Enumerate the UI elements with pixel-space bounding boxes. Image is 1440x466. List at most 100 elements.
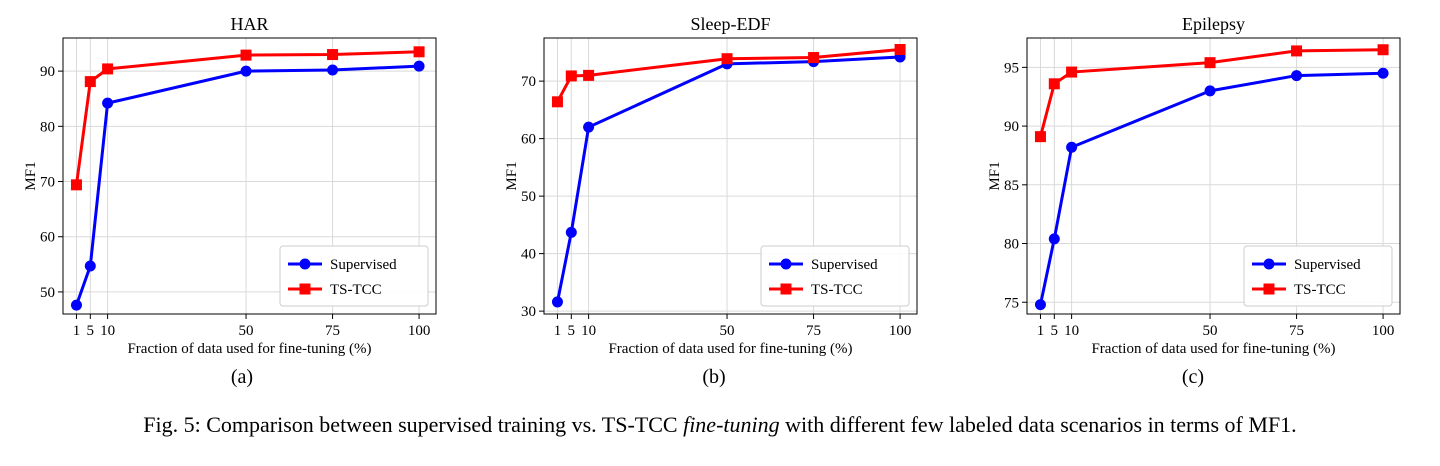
chart-1-xtick-label-5: 100 — [408, 323, 431, 339]
chart-2-series-1-line — [555, 55, 901, 303]
chart-2-ylabel: MF1 — [504, 161, 520, 190]
chart-3-series-2-point-3 — [1204, 57, 1216, 69]
chart-2-xtick-label-4: 75 — [806, 323, 821, 339]
chart-1-series-1-point-5 — [413, 60, 425, 72]
chart-2-series-2-point-0 — [551, 96, 563, 108]
chart-1-series-1-point-0 — [70, 299, 82, 311]
chart-1-series-1-point-4 — [327, 64, 339, 76]
chart-3-series-1-line — [1038, 71, 1384, 305]
chart-1-title: HAR — [230, 14, 268, 34]
chart-3-title: Epilepsy — [1182, 14, 1245, 34]
chart-1-ytick-label-3: 80 — [40, 119, 55, 135]
chart-2-legend-label-2: TS-TCC — [811, 282, 863, 298]
chart-1-series-2-point-4 — [327, 49, 339, 61]
chart-1-legend-label-2: TS-TCC — [330, 282, 382, 298]
chart-2-series-2-point-5 — [894, 44, 906, 55]
caption-prefix: Fig. 5: Comparison between supervised tr… — [143, 412, 684, 437]
chart-1-legend-label-1: Supervised — [330, 257, 397, 273]
chart-2-series-2-point-3 — [721, 53, 733, 65]
chart-1-legend-marker-2 — [299, 283, 311, 295]
chart-3-legend-box — [1243, 245, 1393, 307]
figure-caption: Fig. 5: Comparison between supervised tr… — [0, 412, 1440, 438]
chart-3-series-2-point-5 — [1377, 44, 1389, 56]
chart-1-xtick-label-3: 50 — [239, 323, 254, 339]
chart-3-ytick-label-4: 95 — [1004, 60, 1019, 76]
chart-3-xtick-label-1: 5 — [1051, 323, 1059, 339]
subcaption-c: (c) — [1181, 366, 1205, 388]
chart-1-ytick-label-2: 70 — [40, 175, 55, 191]
chart-2-xtick-label-5: 100 — [889, 323, 912, 339]
chart-3-series-2-point-2 — [1066, 66, 1078, 78]
chart-2-series-2-point-4 — [808, 52, 820, 64]
chart-1-xtick-label-0: 1 — [73, 323, 81, 339]
chart-1-series-2-line — [74, 50, 420, 186]
chart-3-xtick-label-5: 100 — [1372, 323, 1395, 339]
chart-2-xtick-label-0: 1 — [554, 323, 562, 339]
chart-3-series-2-point-1 — [1048, 78, 1060, 90]
subcaption-b: (b) — [702, 366, 726, 388]
chart-2-title: Sleep-EDF — [691, 14, 771, 34]
chart-2-ytick-label-2: 50 — [521, 189, 536, 205]
chart-2-legend-marker-2 — [780, 283, 792, 295]
chart-2-series-2-point-2 — [583, 69, 595, 81]
chart-3-series-1-point-3 — [1204, 85, 1216, 97]
chart-3-series-1-point-4 — [1291, 70, 1303, 82]
chart-3-xtick-label-0: 1 — [1037, 323, 1045, 339]
subcaption-a: (a) — [230, 366, 254, 388]
chart-3-legend-marker-1 — [1263, 258, 1275, 270]
chart-2-legend-label-1: Supervised — [811, 257, 878, 273]
chart-1-series-2-point-3 — [240, 49, 252, 61]
chart-3-plot-frame — [1026, 37, 1401, 315]
chart-1-plot-frame — [62, 37, 437, 315]
chart-1-series-1-point-2 — [102, 97, 114, 109]
chart-2-series-1-point-0 — [551, 296, 563, 308]
chart-1-legend-box — [279, 245, 429, 307]
chart-2-ytick-label-3: 60 — [521, 132, 536, 148]
chart-3-ytick-label-0: 75 — [1004, 295, 1019, 311]
chart-1-ylabel: MF1 — [23, 161, 39, 190]
chart-3-ytick-label-2: 85 — [1004, 178, 1019, 194]
chart-1-series-2-point-1 — [84, 76, 96, 88]
caption-suffix: with different few labeled data scenario… — [779, 412, 1297, 437]
chart-3-xtick-label-4: 75 — [1289, 323, 1304, 339]
chart-2-xtick-label-3: 50 — [720, 323, 735, 339]
chart-2-ytick-label-0: 30 — [521, 304, 536, 320]
chart-1-legend-marker-1 — [299, 258, 311, 270]
chart-3-series-1-point-1 — [1048, 233, 1060, 245]
chart-2-xtick-label-2: 10 — [581, 323, 596, 339]
chart-3-legend-label-1: Supervised — [1294, 257, 1361, 273]
chart-2-ytick-label-4: 70 — [521, 74, 536, 90]
chart-2-plot-frame — [543, 37, 918, 315]
chart-3-legend-marker-2 — [1263, 283, 1275, 295]
chart-2-ytick-label-1: 40 — [521, 247, 536, 263]
chart-1-series-2-point-0 — [70, 179, 82, 191]
chart-1-series-2-point-5 — [413, 46, 425, 58]
chart-3-legend-label-2: TS-TCC — [1294, 282, 1346, 298]
chart-3-series-2-line — [1039, 48, 1384, 138]
chart-2-xlabel: Fraction of data used for fine-tuning (%… — [608, 341, 852, 357]
chart-2-xtick-label-1: 5 — [568, 323, 576, 339]
chart-1-xtick-label-4: 75 — [325, 323, 340, 339]
chart-3-series-1-point-0 — [1034, 299, 1046, 311]
chart-1-ytick-label-0: 50 — [40, 285, 55, 301]
chart-3-series-1-point-2 — [1066, 141, 1078, 153]
chart-3-series-1-point-5 — [1377, 67, 1389, 79]
chart-1-series-1-point-1 — [84, 260, 96, 272]
chart-1-series-1-point-3 — [240, 65, 252, 77]
chart-1-xtick-label-2: 10 — [100, 323, 115, 339]
chart-2-series-1-point-2 — [583, 121, 595, 133]
chart-3-xlabel: Fraction of data used for fine-tuning (%… — [1091, 341, 1335, 357]
chart-1-ytick-label-1: 60 — [40, 230, 55, 246]
chart-1-xtick-label-1: 5 — [87, 323, 95, 339]
chart-2-legend-box — [760, 245, 910, 307]
caption-emphasis: fine-tuning — [683, 412, 780, 437]
chart-3-xtick-label-2: 10 — [1064, 323, 1079, 339]
chart-1-xlabel: Fraction of data used for fine-tuning (%… — [127, 341, 371, 357]
figure: 1 5 10 50 75 100 50 60 70 80 90 HAR Fraction of data… — [23, 14, 1401, 388]
chart-2-series-1-point-1 — [565, 226, 577, 238]
chart-1-ytick-label-4: 90 — [40, 64, 55, 80]
chart-3-ylabel: MF1 — [987, 161, 1003, 190]
chart-3-series-2-point-4 — [1291, 45, 1303, 57]
chart-3-ytick-label-1: 80 — [1004, 237, 1019, 253]
